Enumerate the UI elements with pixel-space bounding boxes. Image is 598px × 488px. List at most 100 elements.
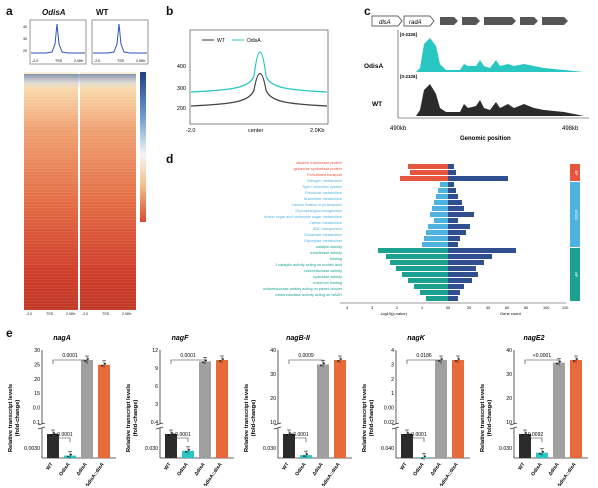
enrichment-term-label: alkaline transferase protein xyxy=(296,161,342,165)
p-value-1: <0.0001 xyxy=(408,432,426,438)
track1-label: OdisA xyxy=(364,63,383,70)
gene-title: nagB-II xyxy=(286,335,311,342)
gene-count-bar xyxy=(448,260,484,265)
gene-count-bar xyxy=(448,206,464,211)
x-category-label: ΔdisA xyxy=(547,461,560,477)
xtick-right: 2.0Kb xyxy=(310,128,324,134)
data-point xyxy=(87,358,89,360)
pvalue-bar xyxy=(434,218,448,223)
gene-title: nagA xyxy=(53,335,71,342)
profile-frame-wt xyxy=(91,19,149,65)
enrichment-term-label: ABC transporters xyxy=(312,227,342,231)
legend-odisa-label: OdisA xyxy=(247,38,261,44)
pvalue-bar xyxy=(402,272,448,277)
gene-arrows: dlsA radA xyxy=(371,15,568,27)
enrichment-term-label: catalytic activity xyxy=(315,245,342,249)
gene-count-bar xyxy=(448,290,460,295)
data-point xyxy=(407,432,409,434)
left-axis-tick: 3 xyxy=(371,306,373,310)
profile-wt-xtick-right: 2.0Kb xyxy=(136,59,145,63)
y-axis-label-unit: (fold-change) xyxy=(251,400,257,437)
data-point xyxy=(539,452,541,455)
bar-ΔdisA::disA xyxy=(452,360,464,458)
y-tick: 6 xyxy=(155,384,158,390)
x-category-label: ΔdisA xyxy=(429,461,442,477)
data-point xyxy=(340,358,342,360)
data-point xyxy=(458,358,460,360)
heatmap-colorbar xyxy=(140,72,146,222)
coord-right: 498kb xyxy=(562,126,579,132)
data-point xyxy=(219,360,221,362)
gene-radA-arrow xyxy=(403,15,435,27)
enrichment-term-label: Amino sugar and nucleotide sugar metabol… xyxy=(263,215,342,219)
sig-bracket-2 xyxy=(52,359,88,364)
sig-bracket-2 xyxy=(170,359,206,364)
pvalue-bar xyxy=(428,224,448,229)
category-strip-kegg xyxy=(570,182,580,247)
gene-title: nagE2 xyxy=(523,335,544,342)
line-odisa xyxy=(190,51,328,93)
y-tick: 0.4 xyxy=(151,420,158,426)
bar-chart-nagK: nagK Relative transcript levels (fold-chan… xyxy=(362,335,470,486)
gene-count-bar xyxy=(448,164,454,169)
gene-dlsA-label: dlsA xyxy=(379,20,391,26)
heatmap-col-odisa-title: OdisA xyxy=(42,8,66,17)
x-category-label: OdisA xyxy=(294,461,308,477)
gene-count-bar xyxy=(448,182,454,187)
sig-bracket-1 xyxy=(52,437,71,442)
data-point xyxy=(306,453,308,456)
y-tick: 0.040 xyxy=(381,446,394,452)
data-point xyxy=(421,457,423,460)
y-tick: 0.02 xyxy=(384,420,394,426)
x-category-label: WT xyxy=(163,462,172,472)
xtick-left: -2.0 xyxy=(186,128,195,134)
category-strip-mf xyxy=(570,248,580,301)
xtick-center: center xyxy=(248,128,263,134)
y-tick: 0.030 xyxy=(499,446,512,452)
enrichment-term-label: Carbon metabolism xyxy=(309,221,342,225)
pvalue-bar xyxy=(400,176,448,181)
bar-WT xyxy=(47,434,59,458)
sig-bracket-2 xyxy=(524,359,560,364)
y-tick: 20 xyxy=(270,396,276,402)
gene-count-bar xyxy=(448,176,508,181)
data-point xyxy=(289,432,291,434)
left-axis-tick: 1 xyxy=(421,306,423,310)
pvalue-bar xyxy=(408,278,448,283)
profile-ytick-3: 20 xyxy=(23,49,27,53)
panel-label-d: d xyxy=(166,152,174,166)
y-tick: 2 xyxy=(391,377,394,383)
profile-line-odisa xyxy=(31,23,85,54)
y-tick: 40 xyxy=(270,348,276,354)
panel-label-c: c xyxy=(364,4,371,18)
y-axis-label-unit: (fold-change) xyxy=(369,400,375,437)
category-label: BP xyxy=(574,171,578,176)
enrichment-term-label: oxidoreductase activity xyxy=(303,269,342,273)
gene-count-bar xyxy=(448,200,462,205)
right-axis-tick: 0 xyxy=(448,306,450,310)
data-point xyxy=(455,360,457,362)
enrichment-term-label: oxidoreductase activity acting on NADH xyxy=(275,293,342,297)
gene-count-bar xyxy=(448,254,492,259)
chart-b-frame xyxy=(189,29,329,125)
gene-arrow-3 xyxy=(440,17,458,25)
data-point xyxy=(337,360,339,362)
p-value-2: 0.0001 xyxy=(62,353,78,359)
profile-wt-xtick-left: -2.0 xyxy=(94,59,100,63)
pvalue-bar xyxy=(396,266,448,271)
y-axis-label-unit: (fold-change) xyxy=(15,400,21,437)
y-tick: 30 xyxy=(506,372,512,378)
gene-count-bar xyxy=(448,296,458,301)
gene-arrow-4 xyxy=(462,17,480,25)
y-axis-label: Relative transcript levels xyxy=(362,384,368,452)
track2-label: WT xyxy=(372,101,382,108)
enrichment-term-label: Glyoxylate metabolism xyxy=(303,239,342,243)
ytick-200: 200 xyxy=(177,106,186,112)
ytick-400: 400 xyxy=(177,64,186,70)
panel-label-b: b xyxy=(166,4,174,18)
profile-line-wt xyxy=(93,23,147,54)
legend-wt-label: WT xyxy=(217,38,225,44)
data-point xyxy=(404,434,406,436)
data-point xyxy=(556,362,558,365)
bar-OdisA xyxy=(182,450,194,458)
